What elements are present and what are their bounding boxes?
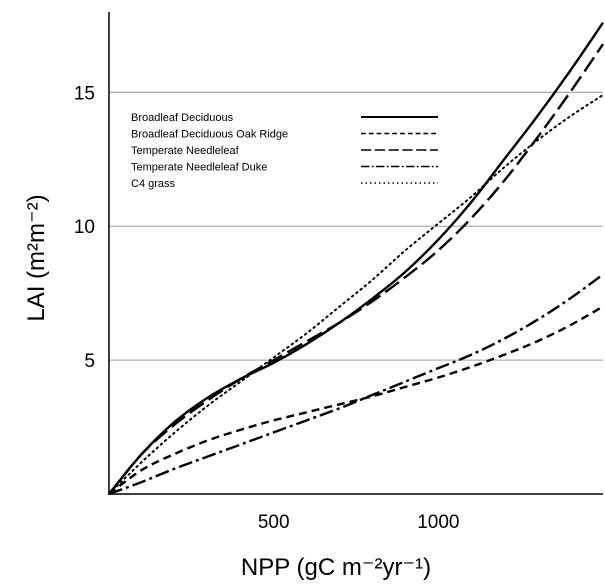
legend-label-temperate-needleleaf: Temperate Needleleaf — [131, 145, 240, 157]
y-tick-label-15: 15 — [74, 83, 95, 104]
y-tick-label-10: 10 — [74, 217, 95, 238]
series-line-broadleaf-deciduous — [108, 22, 604, 495]
axes — [108, 12, 603, 495]
x-tick-label-500: 500 — [258, 512, 290, 533]
series-line-temperate-needleleaf — [108, 43, 604, 495]
y-tick-label-5: 5 — [84, 351, 95, 372]
series-line-temperate-needleleaf-duke — [108, 273, 604, 496]
grid-layer — [109, 91, 603, 361]
series-line-broadleaf-deciduous-oak-ridge — [108, 305, 604, 495]
legend-label-broadleaf-deciduous: Broadleaf Deciduous — [131, 112, 234, 124]
legend-label-broadleaf-deciduous-oak-ridge: Broadleaf Deciduous Oak Ridge — [131, 129, 288, 141]
y-axis-label: LAI (m²m⁻²) — [23, 194, 50, 321]
tick-labels: 5 10 15 500 1000 — [74, 83, 460, 533]
legend: Broadleaf Deciduous Broadleaf Deciduous O… — [131, 112, 438, 190]
legend-label-c4-grass: C4 grass — [131, 178, 176, 190]
x-tick-label-1000: 1000 — [417, 512, 459, 533]
x-axis-label: NPP (gC m⁻²yr⁻¹) — [241, 554, 431, 581]
series-line-c4-grass — [108, 94, 604, 495]
legend-label-temperate-needleleaf-duke: Temperate Needleleaf Duke — [131, 162, 267, 174]
series-layer — [108, 22, 604, 496]
